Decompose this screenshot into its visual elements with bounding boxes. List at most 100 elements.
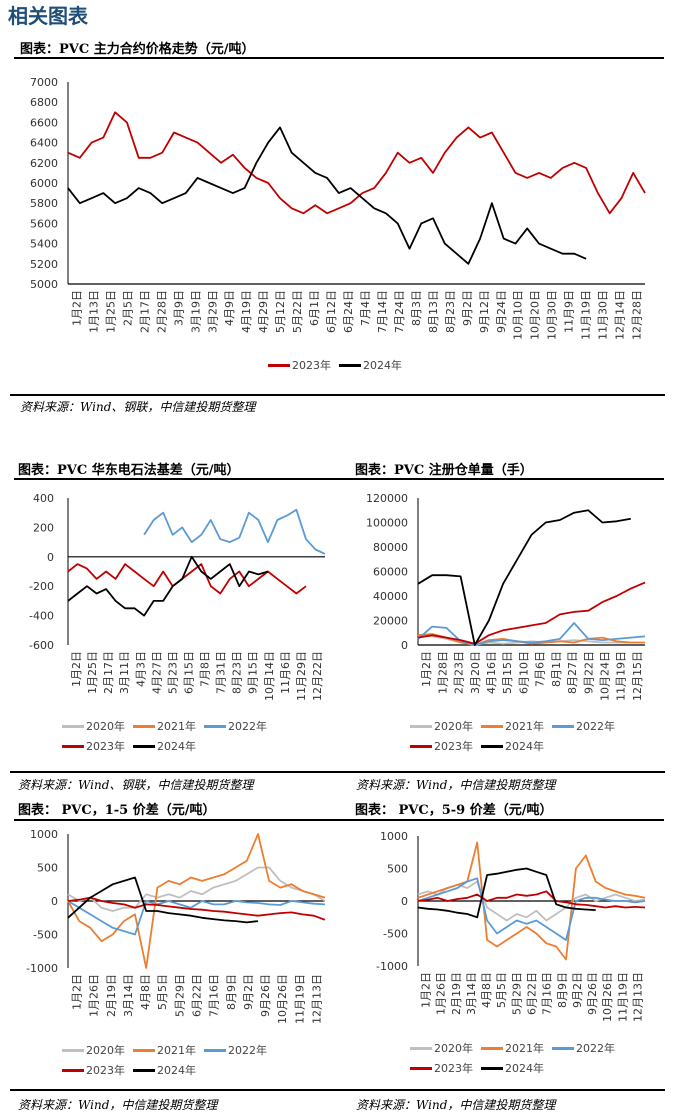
legend-item: 2021年: [133, 1042, 196, 1058]
x-tick-label: 1月2日: [420, 651, 433, 687]
legend-item: 2020年: [62, 1042, 125, 1058]
series-line-2024: [417, 867, 596, 919]
y-tick-label: 6800: [30, 96, 58, 109]
x-tick-label: 4月8日: [139, 974, 152, 1010]
y-tick-label: 5400: [30, 238, 58, 251]
x-tick-label: 12月22日: [311, 651, 324, 701]
legend-item: 2020年: [62, 718, 125, 734]
chart-3-source: 资料来源：Wind，中信建投期货整理: [356, 778, 556, 792]
x-tick-label: 7月6日: [534, 651, 547, 687]
y-tick-label: 7000: [30, 76, 58, 89]
chart-3-legend: 2020年 2021年 2022年 2023年 2024年: [410, 718, 660, 754]
x-tick-label: 1月25日: [86, 651, 99, 694]
legend-label: 2023年: [86, 740, 125, 753]
y-tick-label: -200: [29, 580, 54, 593]
x-tick-label: 1月28日: [436, 651, 449, 694]
legend-item: 2020年: [410, 1040, 473, 1056]
legend-label: 2024年: [363, 359, 402, 372]
series-line-2022: [67, 900, 326, 936]
x-tick-label: 7月14日: [376, 290, 389, 333]
y-tick-label: 0: [401, 639, 408, 652]
x-tick-label: 3月29日: [206, 290, 219, 333]
legend-swatch: [62, 1048, 84, 1052]
chart-5-source: 资料来源：Wind，中信建投期货整理: [356, 1098, 556, 1112]
legend-swatch: [410, 724, 432, 728]
legend-label: 2024年: [157, 740, 196, 753]
x-tick-label: 9月2日: [242, 974, 255, 1010]
legend-item: 2024年: [339, 357, 402, 373]
x-tick-label: 11月19日: [580, 290, 593, 340]
y-tick-label: 6000: [30, 177, 58, 190]
series-line-2020: [67, 866, 326, 912]
divider: [14, 819, 664, 821]
legend-label: 2021年: [157, 1044, 196, 1057]
x-tick-label: 6月15日: [182, 651, 195, 694]
y-tick-label: 6200: [30, 157, 58, 170]
y-tick-label: 6600: [30, 116, 58, 129]
x-tick-label: 9月15日: [247, 651, 260, 694]
x-tick-label: 8月9日: [225, 974, 238, 1010]
y-tick-label: 5000: [30, 278, 58, 291]
legend-label: 2024年: [505, 740, 544, 753]
x-tick-label: 6月24日: [342, 290, 355, 333]
y-tick-label: 6400: [30, 137, 58, 150]
legend-item: 2020年: [410, 718, 473, 734]
chart-2-legend: 2020年 2021年 2022年 2023年 2024年: [62, 718, 312, 754]
x-tick-label: 5月12日: [274, 290, 287, 333]
x-tick-label: 5月5日: [495, 972, 508, 1008]
x-tick-label: 1月2日: [70, 290, 83, 326]
x-tick-label: 5月29日: [510, 972, 523, 1015]
chart-5: -1000 -500 0 500 1000 1月2日 1月26日 2月19日 3月14日 4月8日…: [376, 830, 646, 1022]
legend-swatch: [481, 744, 503, 748]
chart-3: 0 20000 40000 60000 80000 100000 120000 1月2日 1月2…: [366, 492, 646, 701]
x-tick-label: 11月29日: [295, 651, 308, 701]
x-tick-label: 1月26日: [435, 972, 448, 1015]
x-tick-label: 5月23日: [166, 651, 179, 694]
series-line-2022: [417, 877, 646, 941]
x-tick-label: 3月11日: [118, 651, 131, 694]
legend-label: 2021年: [505, 720, 544, 733]
x-tick-label: 9月12日: [478, 290, 491, 333]
x-tick-label: 2月28日: [155, 290, 168, 333]
legend-swatch: [133, 724, 155, 728]
x-tick-label: 6月22日: [191, 974, 204, 1017]
chart-5-legend: 2020年 2021年 2022年 2023年 2024年: [410, 1040, 660, 1076]
legend-label: 2023年: [86, 1064, 125, 1077]
legend-label: 2020年: [86, 1044, 125, 1057]
y-tick-label: -500: [383, 928, 408, 941]
x-tick-label: 8月27日: [566, 651, 579, 694]
legend-swatch: [410, 1066, 432, 1070]
x-tick-label: 6月22日: [526, 972, 539, 1015]
legend-swatch: [204, 1048, 226, 1052]
divider: [10, 1089, 665, 1091]
divider: [10, 394, 665, 396]
legend-item: 2021年: [481, 718, 544, 734]
x-tick-label: 12月15日: [631, 651, 644, 701]
legend-label: 2021年: [505, 1042, 544, 1055]
y-tick-label: 20000: [373, 615, 408, 628]
x-tick-label: 7月24日: [393, 290, 406, 333]
x-tick-label: 8月9日: [556, 972, 569, 1008]
legend-label: 2022年: [576, 1042, 615, 1055]
chart-3-title: 图表：PVC 注册仓单量（手）: [355, 463, 533, 478]
divider: [10, 771, 665, 773]
series-line-2023: [67, 896, 326, 921]
section-title: 相关图表: [8, 4, 88, 28]
y-tick-label: 5600: [30, 217, 58, 230]
legend-item: 2024年: [481, 738, 544, 754]
x-tick-label: 4月16日: [485, 651, 498, 694]
legend-label: 2024年: [157, 1064, 196, 1077]
chart-1-legend: 2023年 2024年: [268, 357, 406, 373]
x-tick-label: 8月3日: [410, 290, 423, 326]
x-tick-label: 12月14日: [614, 290, 627, 340]
x-tick-label: 3月14日: [122, 974, 135, 1017]
x-tick-label: 7月4日: [359, 290, 372, 326]
legend-swatch: [410, 744, 432, 748]
x-tick-label: 10月20日: [529, 290, 542, 340]
legend-swatch: [339, 363, 361, 367]
legend-item: 2024年: [133, 738, 196, 754]
series-line-2021: [417, 841, 646, 961]
x-tick-label: 8月23日: [231, 651, 244, 694]
series-line-2023: [67, 111, 646, 215]
legend-item: 2024年: [133, 1062, 196, 1078]
